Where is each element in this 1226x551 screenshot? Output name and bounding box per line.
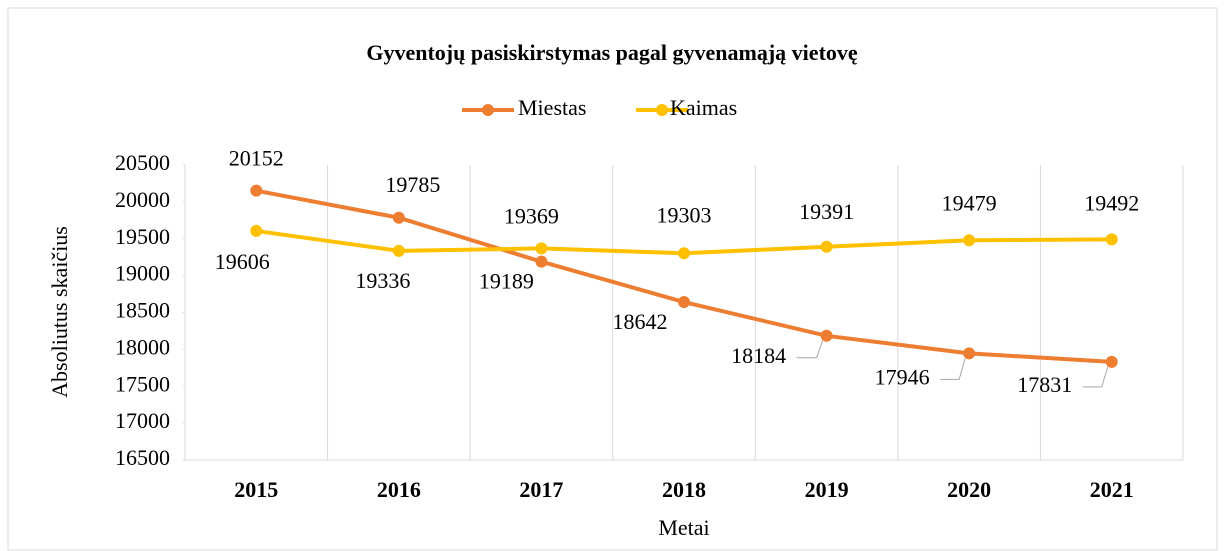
leader-line [796, 340, 824, 359]
data-label: 17831 [1017, 372, 1072, 397]
x-tick-label: 2015 [234, 477, 278, 502]
data-label: 19479 [942, 190, 997, 215]
y-tick-label: 20000 [115, 187, 170, 212]
point [392, 244, 405, 257]
point [678, 296, 690, 309]
point [820, 240, 833, 253]
legend-label: Kaimas [670, 95, 737, 120]
y-tick-label: 17000 [115, 408, 170, 433]
data-label: 18642 [613, 309, 668, 334]
y-tick-label: 18500 [115, 298, 170, 323]
x-tick-label: 2020 [947, 477, 991, 502]
point [678, 247, 690, 260]
x-tick-label: 2019 [805, 477, 849, 502]
y-axis-title: Absoliutus skaičius [47, 226, 72, 398]
y-tick-label: 20500 [115, 150, 170, 175]
y-tick-label: 16500 [115, 445, 170, 470]
point [963, 234, 976, 247]
data-label: 18184 [731, 343, 786, 368]
legend-marker [482, 104, 494, 116]
point [1105, 355, 1118, 368]
data-label: 19336 [355, 268, 410, 293]
point [1105, 233, 1118, 246]
chart-title: Gyventojų pasiskirstymas pagal gyvenamąj… [366, 40, 858, 65]
y-tick-label: 17500 [115, 371, 170, 396]
legend-label: Miestas [518, 95, 586, 120]
data-label: 19303 [657, 202, 712, 227]
x-tick-label: 2018 [662, 477, 706, 502]
x-tick-label: 2021 [1090, 477, 1134, 502]
y-tick-label: 19500 [115, 224, 170, 249]
data-label: 19785 [385, 172, 440, 197]
point [392, 211, 405, 224]
point [535, 242, 548, 255]
y-tick-label: 19000 [115, 261, 170, 286]
x-axis-title: Metai [658, 515, 709, 540]
x-tick-label: 2016 [377, 477, 421, 502]
point [963, 347, 976, 360]
data-label: 20152 [229, 146, 284, 171]
legend-marker [656, 104, 668, 116]
data-label: 19492 [1084, 190, 1139, 215]
data-label: 19606 [215, 249, 270, 274]
x-tick-label: 2017 [519, 477, 563, 502]
data-label: 19189 [479, 269, 534, 294]
point [250, 224, 263, 237]
leader-line [1082, 366, 1109, 388]
data-label: 19391 [799, 199, 854, 224]
point [820, 329, 833, 342]
y-tick-label: 18000 [115, 334, 170, 359]
point [535, 255, 548, 268]
data-label: 17946 [875, 364, 930, 389]
data-label: 19369 [504, 203, 559, 228]
leader-line [940, 358, 966, 380]
point [250, 184, 263, 197]
